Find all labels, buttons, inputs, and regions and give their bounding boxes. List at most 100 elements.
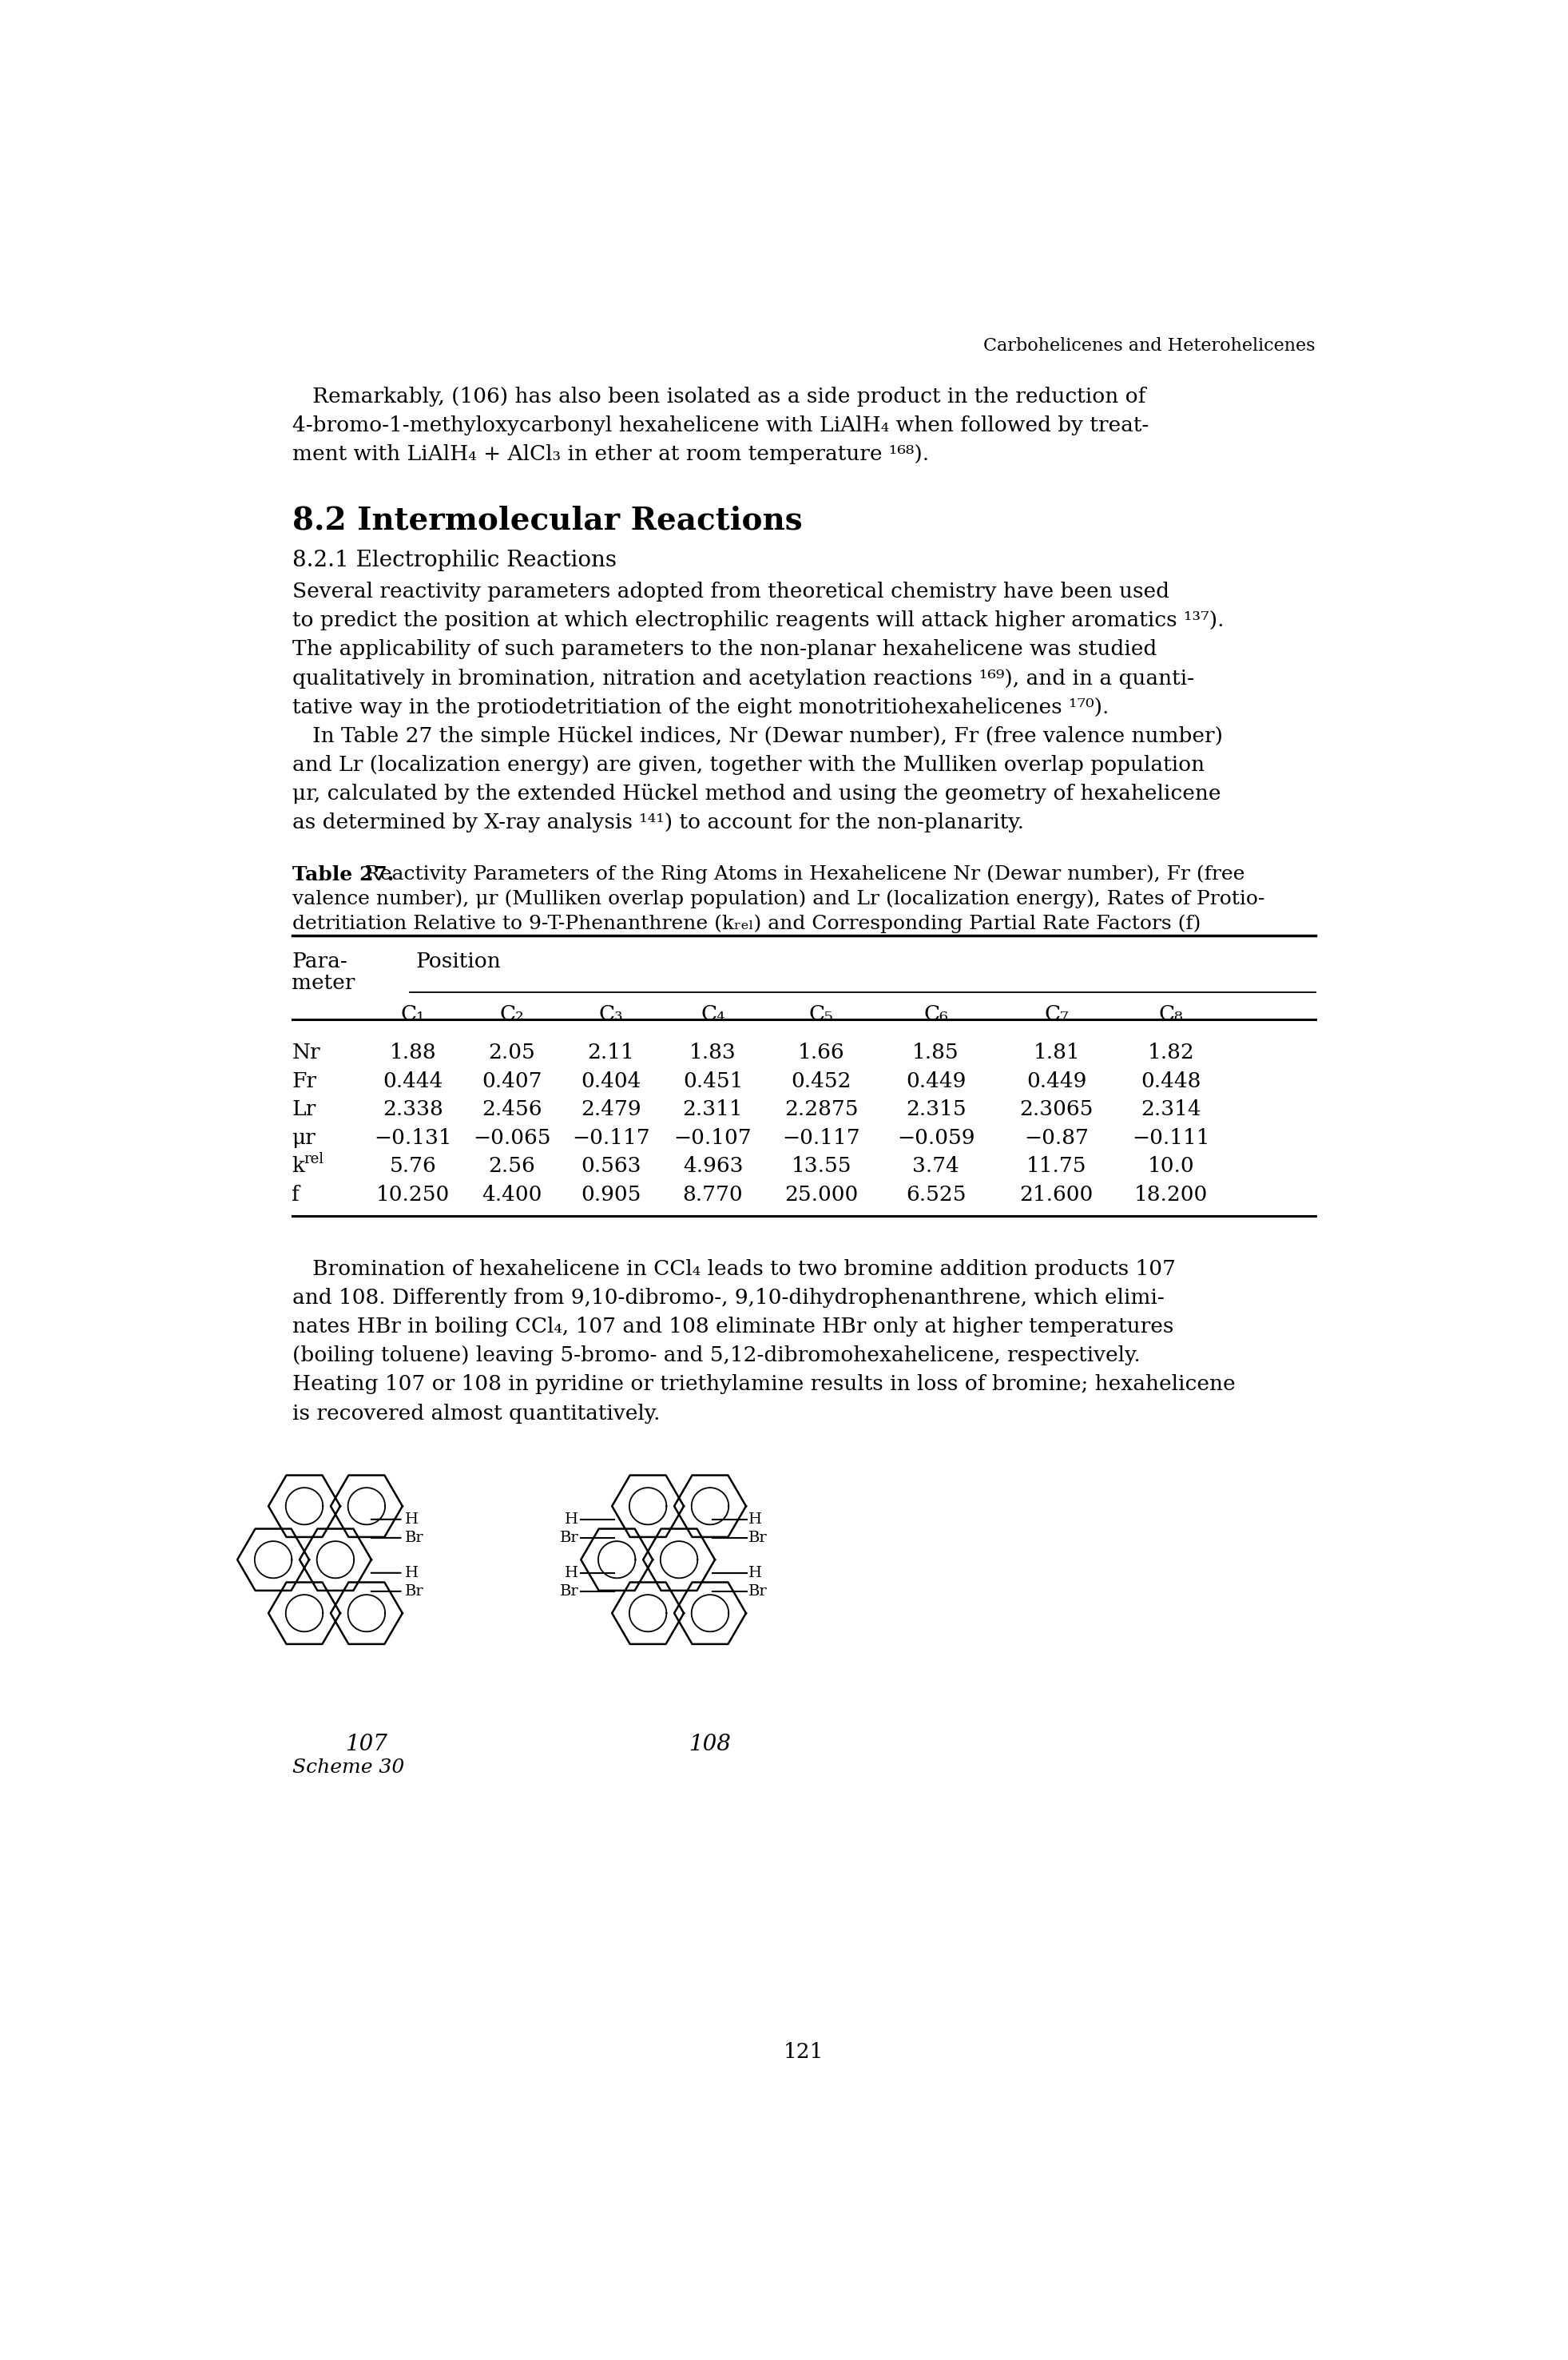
Text: Position: Position [416,951,502,972]
Text: H: H [405,1513,419,1527]
Text: Br: Br [748,1532,767,1546]
Text: Bromination of hexahelicene in CCl₄ leads to two bromine addition products 107: Bromination of hexahelicene in CCl₄ lead… [292,1258,1176,1279]
Text: Table 27.: Table 27. [292,866,394,885]
Text: −0.87: −0.87 [1024,1128,1088,1147]
Text: 2.2875: 2.2875 [784,1100,858,1119]
Text: as determined by X-ray analysis ¹⁴¹) to account for the non-planarity.: as determined by X-ray analysis ¹⁴¹) to … [292,812,1024,833]
Text: 11.75: 11.75 [1027,1156,1087,1175]
Text: 8.2.1 Electrophilic Reactions: 8.2.1 Electrophilic Reactions [292,550,616,571]
Text: −0.131: −0.131 [373,1128,452,1147]
Text: Para-: Para- [292,951,348,972]
Text: −0.117: −0.117 [572,1128,649,1147]
Text: 8.2 Intermolecular Reactions: 8.2 Intermolecular Reactions [292,505,803,536]
Text: 2.311: 2.311 [682,1100,743,1119]
Text: 3.74: 3.74 [913,1156,960,1175]
Text: meter: meter [292,972,356,994]
Text: 0.451: 0.451 [682,1071,743,1090]
Text: C₂: C₂ [500,1003,524,1024]
Text: In Table 27 the simple Hückel indices, Nr (Dewar number), Fr (free valence numbe: In Table 27 the simple Hückel indices, N… [292,727,1223,746]
Text: 2.315: 2.315 [906,1100,966,1119]
Text: nates HBr in boiling CCl₄, 107 and 108 eliminate HBr only at higher temperatures: nates HBr in boiling CCl₄, 107 and 108 e… [292,1317,1173,1336]
Text: 1.85: 1.85 [913,1043,960,1062]
Text: 121: 121 [782,2041,823,2063]
Text: C₈: C₈ [1159,1003,1184,1024]
Text: 0.449: 0.449 [1027,1071,1087,1090]
Text: Br: Br [560,1532,579,1546]
Text: 10.0: 10.0 [1148,1156,1195,1175]
Text: 0.404: 0.404 [580,1071,641,1090]
Text: 2.479: 2.479 [580,1100,641,1119]
Text: μr, calculated by the extended Hückel method and using the geometry of hexahelic: μr, calculated by the extended Hückel me… [292,784,1220,805]
Text: 1.81: 1.81 [1033,1043,1080,1062]
Text: is recovered almost quantitatively.: is recovered almost quantitatively. [292,1404,660,1423]
Text: Br: Br [748,1584,767,1598]
Text: −0.111: −0.111 [1132,1128,1210,1147]
Text: C₁: C₁ [400,1003,425,1024]
Text: 0.407: 0.407 [481,1071,543,1090]
Text: Scheme 30: Scheme 30 [292,1758,405,1777]
Text: C₃: C₃ [599,1003,622,1024]
Text: Br: Br [405,1532,423,1546]
Text: H: H [564,1513,579,1527]
Text: 1.88: 1.88 [389,1043,436,1062]
Text: detritiation Relative to 9-T-Phenanthrene (kᵣₑₗ) and Corresponding Partial Rate : detritiation Relative to 9-T-Phenanthren… [292,913,1201,932]
Text: ment with LiAlH₄ + AlCl₃ in ether at room temperature ¹⁶⁸).: ment with LiAlH₄ + AlCl₃ in ether at roo… [292,444,928,465]
Text: 4.400: 4.400 [481,1185,543,1204]
Text: μr: μr [292,1128,315,1147]
Text: Reactivity Parameters of the Ring Atoms in Hexahelicene Nr (Dewar number), Fr (f: Reactivity Parameters of the Ring Atoms … [359,866,1245,885]
Text: 0.449: 0.449 [906,1071,966,1090]
Text: −0.117: −0.117 [782,1128,861,1147]
Text: 0.563: 0.563 [580,1156,641,1175]
Text: 1.66: 1.66 [798,1043,845,1062]
Text: 2.56: 2.56 [488,1156,535,1175]
Text: 0.905: 0.905 [580,1185,641,1204]
Text: tative way in the protiodetritiation of the eight monotritiohexahelicenes ¹⁷⁰).: tative way in the protiodetritiation of … [292,696,1109,717]
Text: rel: rel [304,1152,323,1166]
Text: Lr: Lr [292,1100,317,1119]
Text: −0.107: −0.107 [674,1128,753,1147]
Text: Carbohelicenes and Heterohelicenes: Carbohelicenes and Heterohelicenes [983,337,1316,354]
Text: 1.83: 1.83 [690,1043,737,1062]
Text: C₇: C₇ [1044,1003,1069,1024]
Text: 10.250: 10.250 [376,1185,450,1204]
Text: Br: Br [560,1584,579,1598]
Text: 5.76: 5.76 [389,1156,436,1175]
Text: 2.05: 2.05 [488,1043,535,1062]
Text: and 108. Differently from 9,10-dibromo-, 9,10-dihydrophenanthrene, which elimi-: and 108. Differently from 9,10-dibromo-,… [292,1289,1163,1307]
Text: to predict the position at which electrophilic reagents will attack higher aroma: to predict the position at which electro… [292,611,1223,630]
Text: qualitatively in bromination, nitration and acetylation reactions ¹⁶⁹), and in a: qualitatively in bromination, nitration … [292,668,1193,689]
Text: H: H [405,1565,419,1581]
Text: C₆: C₆ [924,1003,949,1024]
Text: Fr: Fr [292,1071,317,1090]
Text: 13.55: 13.55 [792,1156,851,1175]
Text: 8.770: 8.770 [682,1185,743,1204]
Text: 2.338: 2.338 [383,1100,442,1119]
Text: 107: 107 [345,1735,387,1756]
Text: 0.444: 0.444 [383,1071,442,1090]
Text: 2.456: 2.456 [481,1100,543,1119]
Text: −0.065: −0.065 [474,1128,550,1147]
Text: Heating 107 or 108 in pyridine or triethylamine results in loss of bromine; hexa: Heating 107 or 108 in pyridine or trieth… [292,1374,1236,1395]
Text: C₅: C₅ [809,1003,834,1024]
Text: Br: Br [405,1584,423,1598]
Text: Several reactivity parameters adopted from theoretical chemistry have been used: Several reactivity parameters adopted fr… [292,581,1170,602]
Text: 4.963: 4.963 [682,1156,743,1175]
Text: valence number), μr (Mulliken overlap population) and Lr (localization energy), : valence number), μr (Mulliken overlap po… [292,890,1264,909]
Text: 18.200: 18.200 [1134,1185,1207,1204]
Text: 108: 108 [688,1735,731,1756]
Text: 25.000: 25.000 [784,1185,858,1204]
Text: H: H [564,1565,579,1581]
Text: f: f [292,1185,299,1204]
Text: 0.448: 0.448 [1142,1071,1201,1090]
Text: H: H [748,1565,762,1581]
Text: Remarkably, (106) has also been isolated as a side product in the reduction of: Remarkably, (106) has also been isolated… [292,387,1145,406]
Text: and Lr (localization energy) are given, together with the Mulliken overlap popul: and Lr (localization energy) are given, … [292,755,1204,774]
Text: 21.600: 21.600 [1019,1185,1093,1204]
Text: C₄: C₄ [701,1003,724,1024]
Text: 2.314: 2.314 [1142,1100,1201,1119]
Text: 0.452: 0.452 [792,1071,851,1090]
Text: H: H [748,1513,762,1527]
Text: 2.3065: 2.3065 [1019,1100,1093,1119]
Text: 6.525: 6.525 [906,1185,966,1204]
Text: 1.82: 1.82 [1148,1043,1195,1062]
